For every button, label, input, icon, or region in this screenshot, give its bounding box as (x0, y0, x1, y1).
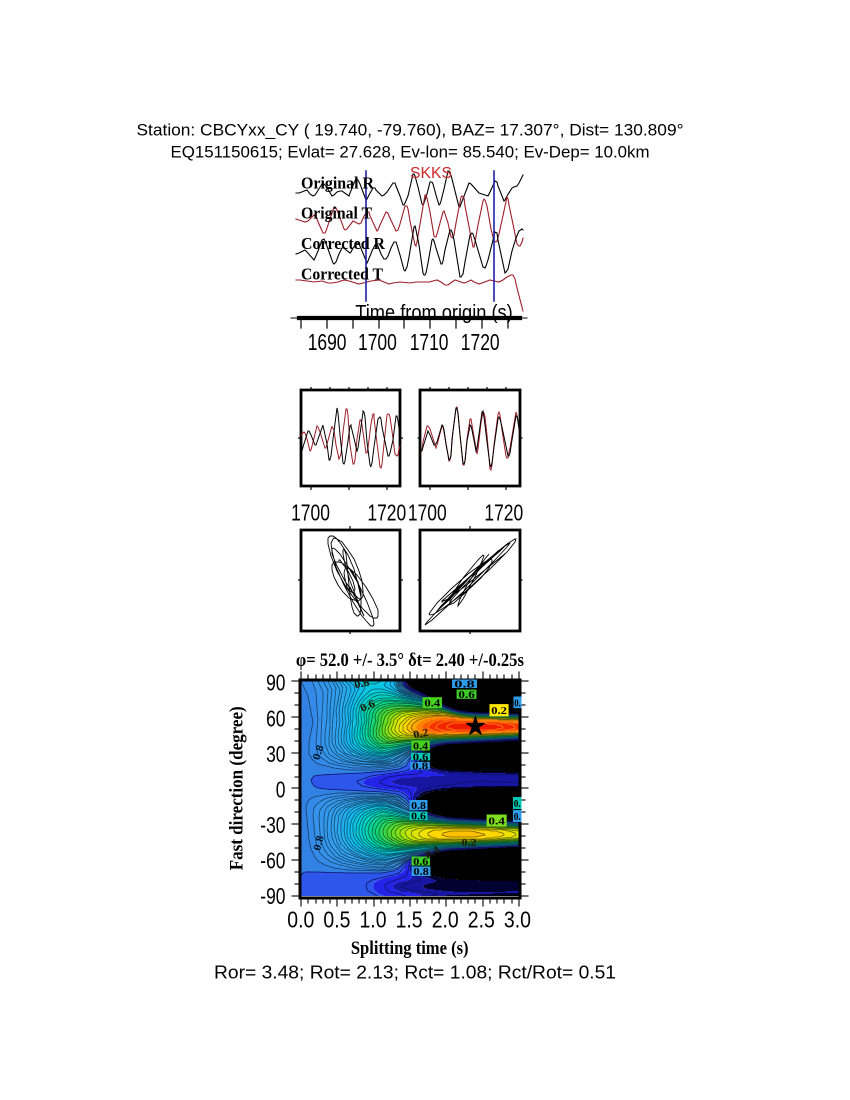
svg-text:0.6: 0.6 (413, 752, 429, 764)
svg-text:0.6: 0.6 (353, 677, 371, 692)
svg-text:0.8: 0.8 (454, 679, 475, 691)
svg-text:0.: 0. (514, 811, 521, 823)
svg-text:0.: 0. (514, 697, 521, 709)
svg-text:0.6: 0.6 (413, 856, 429, 868)
svg-text:0.8: 0.8 (411, 800, 426, 812)
svg-text:Corrected T: Corrected T (301, 265, 384, 284)
svg-text:0: 0 (276, 776, 286, 802)
svg-text:0.6: 0.6 (458, 689, 475, 701)
svg-text:φ= 52.0 +/- 3.5° δt= 2.40 +/-0: φ= 52.0 +/- 3.5° δt= 2.40 +/-0.25s (296, 650, 524, 671)
svg-text:0.6: 0.6 (358, 697, 377, 714)
svg-text:Ror= 3.48; Rot= 2.13; Rct= 1.0: Ror= 3.48; Rot= 2.13; Rct= 1.08; Rct/Rot… (214, 963, 616, 983)
svg-text:1720: 1720 (484, 500, 523, 526)
svg-text:0.2: 0.2 (462, 837, 478, 849)
svg-text:0.4: 0.4 (413, 741, 429, 753)
svg-text:0.8: 0.8 (412, 761, 429, 773)
svg-text:1700: 1700 (358, 329, 397, 355)
svg-text:Splitting time (s): Splitting time (s) (351, 938, 469, 959)
svg-text:0.8: 0.8 (311, 834, 327, 852)
svg-text:1700: 1700 (291, 500, 330, 526)
svg-text:0.6: 0.6 (411, 811, 426, 823)
svg-text:1720: 1720 (461, 329, 500, 355)
svg-text:EQ151150615; Evlat= 27.628, E: EQ151150615; Evlat= 27.628, Ev-lon= 85.5… (171, 143, 650, 162)
svg-text:1.0: 1.0 (360, 907, 387, 933)
svg-text:3.0: 3.0 (504, 907, 531, 933)
svg-text:Original R: Original R (301, 174, 375, 193)
svg-text:0.2: 0.2 (491, 705, 507, 717)
svg-text:60: 60 (266, 705, 285, 731)
svg-text:Fast direction (degree): Fast direction (degree) (227, 706, 248, 870)
svg-text:Original T: Original T (301, 204, 373, 223)
svg-text:0.4: 0.4 (424, 698, 440, 710)
svg-text:0.0: 0.0 (287, 907, 314, 933)
svg-text:0.4: 0.4 (488, 816, 505, 828)
svg-text:90: 90 (266, 670, 285, 696)
svg-text:-90: -90 (260, 883, 285, 909)
svg-text:1690: 1690 (308, 329, 347, 355)
svg-text:2.5: 2.5 (468, 907, 495, 933)
svg-text:0.: 0. (514, 798, 521, 810)
svg-text:0.8: 0.8 (311, 743, 327, 761)
svg-text:1.5: 1.5 (396, 907, 423, 933)
svg-text:0.2: 0.2 (412, 727, 429, 742)
svg-text:2.0: 2.0 (432, 907, 459, 933)
svg-text:Corrected R: Corrected R (301, 234, 386, 253)
svg-text:30: 30 (266, 741, 285, 767)
svg-text:0.5: 0.5 (323, 907, 350, 933)
svg-text:Station: CBCYxx_CY ( 19.740,: Station: CBCYxx_CY ( 19.740, -79.760), B… (137, 120, 684, 139)
svg-text:0.8: 0.8 (413, 866, 429, 878)
svg-text:1710: 1710 (410, 329, 449, 355)
svg-text:1700: 1700 (408, 500, 447, 526)
svg-text:-30: -30 (260, 812, 285, 838)
svg-text:-60: -60 (260, 848, 285, 874)
svg-text:SKKS: SKKS (410, 165, 452, 182)
svg-text:1720: 1720 (367, 500, 406, 526)
svg-text:Time from origin (s): Time from origin (s) (355, 302, 513, 324)
